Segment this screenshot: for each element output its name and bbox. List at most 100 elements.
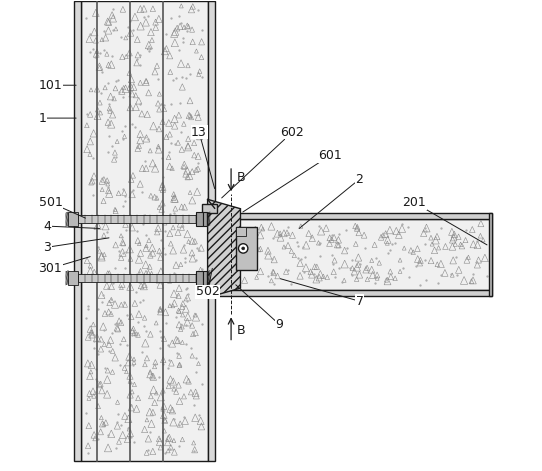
Point [297, 255, 306, 263]
Point [197, 26, 206, 33]
Text: 602: 602 [222, 126, 304, 198]
Bar [196, 212, 203, 226]
Point [269, 280, 278, 287]
Point [156, 344, 164, 352]
Point [421, 256, 429, 264]
Point [93, 435, 102, 443]
Point [178, 73, 186, 81]
Point [151, 360, 160, 367]
Point [177, 19, 186, 27]
Point [451, 253, 460, 260]
Point [387, 240, 396, 248]
Point [145, 47, 153, 54]
Point [181, 254, 190, 262]
Point [175, 12, 183, 19]
Point [136, 51, 145, 58]
Point [293, 254, 302, 261]
Polygon shape [208, 199, 241, 298]
Point [422, 276, 430, 284]
Point [107, 142, 116, 150]
Point [347, 256, 356, 264]
Point [180, 414, 189, 421]
Point [158, 154, 166, 162]
Point [100, 326, 109, 333]
Point [183, 284, 191, 292]
Point [104, 284, 112, 292]
Point [391, 239, 399, 247]
Point [109, 26, 118, 34]
Point [176, 128, 185, 136]
Point [167, 14, 176, 22]
Point [165, 406, 174, 414]
Point [175, 47, 184, 54]
Point [118, 135, 127, 142]
Point [385, 246, 394, 254]
Point [165, 356, 173, 364]
Point [330, 273, 339, 280]
Point [91, 53, 99, 61]
Point [190, 447, 198, 455]
Point [171, 140, 179, 147]
Point [284, 223, 293, 230]
Point [182, 341, 190, 348]
Text: 3: 3 [43, 238, 109, 254]
Point [113, 319, 121, 327]
Point [268, 256, 276, 263]
Text: B: B [237, 325, 246, 337]
Point [104, 148, 112, 156]
Point [114, 76, 122, 84]
Point [191, 257, 200, 264]
Point [105, 132, 113, 139]
Point [404, 223, 413, 230]
Point [447, 270, 456, 277]
Text: 13: 13 [191, 126, 215, 188]
Point [283, 229, 292, 236]
Point [309, 270, 318, 278]
Point [135, 278, 144, 286]
Point [109, 5, 118, 12]
Point [115, 362, 124, 369]
Point [462, 226, 471, 234]
Point [166, 100, 175, 108]
Point [116, 33, 125, 41]
Point [98, 68, 106, 75]
Text: 301: 301 [38, 257, 90, 275]
Point [144, 12, 153, 19]
Point [170, 210, 179, 217]
Point [93, 350, 102, 357]
Point [421, 227, 430, 235]
Point [232, 225, 241, 233]
Point [134, 318, 143, 326]
Point [104, 121, 113, 129]
Point [98, 298, 106, 306]
Point [114, 247, 123, 255]
Point [163, 364, 172, 372]
Point [111, 321, 120, 328]
Point [160, 449, 169, 457]
Point [113, 418, 121, 426]
Point [127, 332, 136, 339]
Point [138, 348, 146, 356]
Bar [74, 0, 81, 461]
Text: 501: 501 [38, 196, 86, 218]
Point [136, 61, 144, 69]
Point [473, 237, 481, 244]
Point [144, 447, 152, 454]
Bar [236, 227, 257, 269]
Point [381, 229, 390, 236]
Point [230, 274, 239, 282]
Point [315, 241, 324, 248]
Point [172, 74, 180, 82]
Point [118, 233, 126, 240]
Point [181, 259, 190, 266]
Point [96, 89, 105, 97]
Point [135, 217, 144, 225]
Point [162, 30, 171, 38]
Bar [79, 215, 196, 223]
Point [176, 361, 185, 368]
Point [405, 273, 414, 281]
Point [139, 296, 147, 303]
Point [82, 314, 91, 322]
Point [122, 249, 131, 256]
Point [104, 184, 112, 191]
